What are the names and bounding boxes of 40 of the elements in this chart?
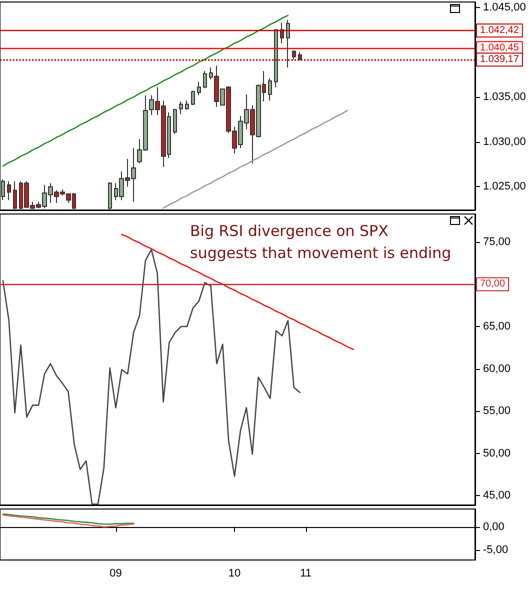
ref-line-label: 1.039,17 (480, 54, 520, 66)
y-tick-label: 65,00 (483, 320, 511, 333)
candlestick (191, 90, 195, 106)
y-tick-label: 1.035,00 (483, 91, 526, 104)
line-series (2, 514, 134, 528)
line-series (162, 110, 348, 209)
ref-line-label: 1.042,42 (480, 25, 520, 36)
y-tick-label: 1.030,00 (483, 136, 526, 148)
candlestick (268, 78, 272, 102)
line-series (2, 513, 134, 525)
candlestick (292, 50, 296, 60)
candlestick (298, 52, 302, 61)
y-tick-label: 50,00 (483, 447, 511, 460)
annotation: Big RSI divergence on SPX suggests that movement is ending (190, 222, 452, 262)
y-tick-label: 1.045,00 (483, 1, 526, 14)
candlestick (203, 70, 207, 89)
x-tick-label: 11 (300, 568, 312, 580)
candlestick (7, 180, 11, 201)
y-tick-label: 1.025,00 (483, 180, 526, 193)
candlestick (185, 100, 189, 110)
candlestick (197, 81, 201, 96)
ref-line-label: 70,00 (480, 278, 506, 290)
x-tick-label: 09 (110, 568, 122, 580)
y-tick-label: 55,00 (483, 405, 511, 418)
y-tick-label: 75,00 (483, 236, 511, 248)
candlestick (108, 182, 112, 209)
candlestick (173, 108, 177, 134)
candlestick (286, 19, 290, 68)
candlestick (13, 180, 17, 209)
y-tick-label: 45,00 (483, 490, 511, 502)
candlestick (274, 29, 278, 88)
x-tick-label: 10 (228, 568, 241, 580)
line-series (2, 14, 289, 167)
y-tick-label: -5,00 (483, 544, 508, 556)
y-tick-label: 0,00 (483, 520, 504, 533)
y-tick-label: 60,00 (483, 362, 511, 375)
ref-line-label: 1.040,45 (480, 42, 520, 54)
line-series (2, 248, 300, 505)
candlestick (1, 179, 5, 201)
candlestick (179, 101, 183, 115)
